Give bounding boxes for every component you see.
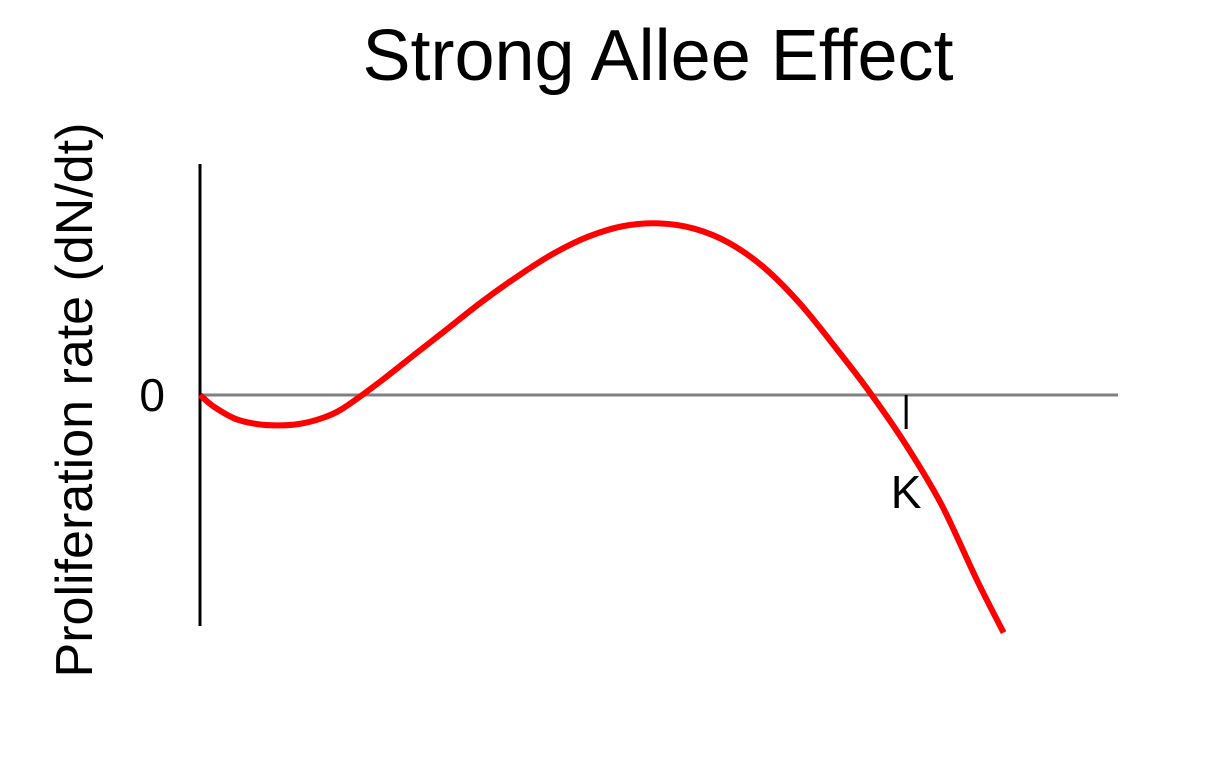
y-tick-label: 0 bbox=[139, 369, 165, 421]
tick-group: 0K bbox=[139, 369, 921, 518]
chart-title: Strong Allee Effect bbox=[362, 16, 953, 96]
series-line bbox=[198, 220, 1007, 634]
y-axis-label: Proliferation rate (dN/dt) bbox=[46, 123, 104, 678]
x-tick-label: K bbox=[891, 466, 922, 518]
